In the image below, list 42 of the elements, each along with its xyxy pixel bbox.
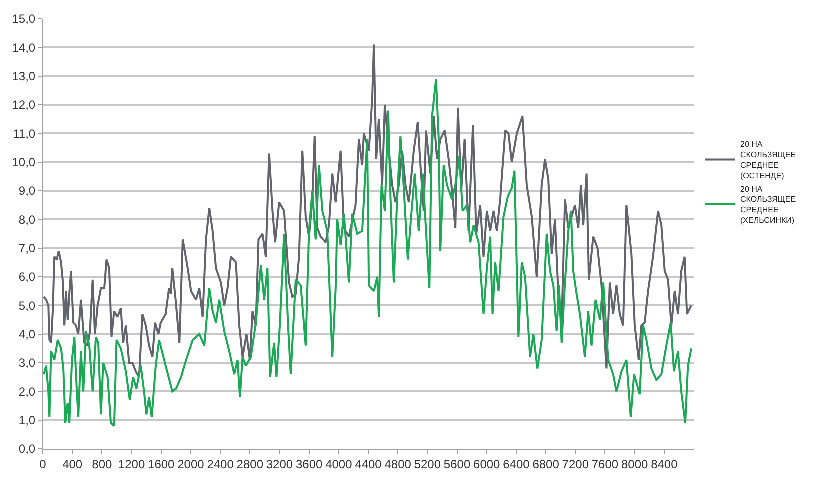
x-tick-label: 2800 <box>236 457 264 472</box>
y-tick-label: 7,0 <box>18 242 36 256</box>
x-tick-label: 3200 <box>266 457 294 472</box>
x-tick-label: 4400 <box>355 457 382 472</box>
x-tick-label: 3600 <box>296 457 323 472</box>
line-series <box>43 44 692 378</box>
legend-label: 20 НА СКОЛЬЗЯЩЕЕ СРЕДНЕЕ (ХЕЛЬСИНКИ) <box>740 184 796 226</box>
x-tick-label: 7600 <box>592 457 619 472</box>
y-tick-label: 5,0 <box>18 298 36 313</box>
y-tick-label: 9,0 <box>18 184 36 198</box>
x-tick-label: 800 <box>92 457 113 472</box>
x-tick-label: 2000 <box>178 457 205 472</box>
line-series <box>43 78 692 428</box>
y-tick-label: 11,0 <box>13 126 36 141</box>
x-tick-label: 6800 <box>532 457 560 472</box>
y-tick-label: 8,0 <box>18 212 36 227</box>
y-tick-label: 15,0 <box>12 12 36 26</box>
x-tick-label: 400 <box>62 457 83 472</box>
x-tick-label: 5600 <box>444 457 471 472</box>
x-tick-label: 2400 <box>207 457 234 472</box>
y-tick-label: 6,0 <box>18 270 36 284</box>
y-tick-label: 1,0 <box>18 414 36 428</box>
y-tick-label: 3,0 <box>18 356 36 370</box>
x-tick-label: 5200 <box>414 457 442 472</box>
y-tick-label: 10,0 <box>12 156 36 170</box>
y-tick-label: 12,0 <box>12 98 36 112</box>
x-tick-label: 8000 <box>621 457 648 472</box>
x-tick-label: 7200 <box>562 457 590 472</box>
y-tick-label: 4,0 <box>18 328 36 342</box>
y-tick-label: 2,0 <box>18 384 36 399</box>
y-tick-label: 0,0 <box>18 442 36 456</box>
x-tick-label: 4000 <box>326 457 353 472</box>
y-tick-label: 14,0 <box>12 40 36 55</box>
x-tick-label: 6000 <box>474 457 501 472</box>
legend-label: 20 НА СКОЛЬЗЯЩЕЕ СРЕДНЕЕ (ОСТЕНДЕ) <box>740 140 796 180</box>
x-tick-label: 8400 <box>651 457 678 472</box>
x-tick-label: 0 <box>40 457 47 472</box>
x-tick-label: 4800 <box>384 457 412 472</box>
x-tick-label: 1600 <box>148 457 176 472</box>
x-tick-label: 6400 <box>503 457 530 472</box>
x-tick-label: 1200 <box>118 457 146 472</box>
y-tick-label: 13,0 <box>12 70 36 84</box>
